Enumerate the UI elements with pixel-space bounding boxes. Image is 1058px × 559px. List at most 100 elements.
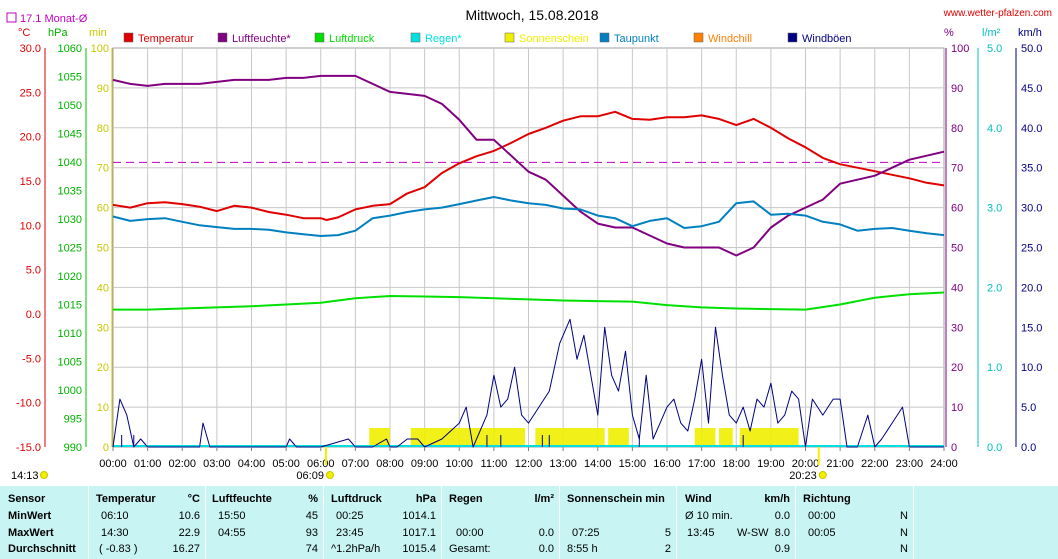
- legend-label: Luftfeuchte*: [232, 33, 291, 45]
- pressure-line: [113, 291, 945, 311]
- pressure-tick-label: 1040: [58, 157, 82, 169]
- humidity-tick-label: 80: [951, 123, 963, 135]
- time-tick-label: 24:00: [930, 458, 958, 470]
- humidity-tick-label: 0: [951, 442, 957, 454]
- stats-header-rain-unit: l/m²: [534, 493, 554, 505]
- pressure-tick-label: 1020: [58, 271, 82, 283]
- unit-temp: °C: [18, 27, 30, 39]
- legend-label: Sonnenschein: [519, 33, 589, 45]
- legend-label: Regen*: [425, 33, 462, 45]
- time-tick-label: 09:00: [411, 458, 439, 470]
- moon-icon: [40, 471, 48, 479]
- minutes-tick-label: 50: [97, 243, 109, 255]
- unit-wind: km/h: [1018, 27, 1042, 39]
- sunset-label: 20:23: [789, 470, 817, 482]
- time-tick-label: 07:00: [342, 458, 370, 470]
- stats-header-temp: Temperatur: [96, 493, 156, 505]
- temp-tick-label: 0.0: [26, 309, 41, 321]
- rain-tick-label: 0.0: [987, 442, 1002, 454]
- wind-tick-label: 30.0: [1021, 203, 1042, 215]
- time-tick-label: 22:00: [861, 458, 889, 470]
- pressure-tick-label: 1010: [58, 328, 82, 340]
- stats-header-pressure-unit: hPa: [415, 493, 436, 505]
- plot-area: [112, 74, 945, 448]
- stats-header-humidity: Luftfeuchte: [212, 493, 272, 505]
- chart-grid: [112, 47, 945, 448]
- website-link[interactable]: www.wetter-pfalzen.com: [943, 8, 1052, 19]
- stats-col-temp: Temperatur °C 06:10 10.6 14:30 22.9 ( -0…: [88, 486, 206, 559]
- pressure-tick-label: 1005: [58, 357, 82, 369]
- pressure-tick-label: 995: [64, 414, 82, 426]
- time-tick-label: 11:00: [481, 458, 508, 470]
- stats-temp-max-time: 14:30: [101, 527, 129, 539]
- time-tick-label: 14:00: [584, 458, 612, 470]
- legend-label: Temperatur: [138, 33, 194, 45]
- stats-temp-max: 22.9: [178, 527, 200, 539]
- time-tick-label: 05:00: [272, 458, 300, 470]
- stats-temp-min-time: 06:10: [101, 510, 129, 522]
- time-tick-label: 23:00: [896, 458, 924, 470]
- temp-tick-label: -15.0: [16, 442, 41, 454]
- wind-tick-label: 20.0: [1021, 282, 1042, 294]
- stats-temp-avg: 16.27: [172, 543, 200, 555]
- humidity-tick-label: 70: [951, 163, 963, 175]
- wind-tick-label: 35.0: [1021, 163, 1042, 175]
- time-tick-label: 19:00: [757, 458, 785, 470]
- stats-dir-max-time: 00:05: [808, 527, 836, 539]
- rain-tick-label: 5.0: [987, 43, 1002, 55]
- stats-temp-trend: ( -0.83 ): [99, 543, 138, 555]
- time-tick-label: 08:00: [376, 458, 404, 470]
- legend-swatch: [504, 32, 515, 43]
- temp-tick-label: 20.0: [20, 132, 41, 144]
- stats-hum-max: 93: [305, 527, 318, 539]
- stats-sun-max-time: 07:25: [572, 527, 600, 539]
- stats-dir-avg: N: [900, 543, 908, 555]
- stats-header-rain: Regen: [449, 493, 483, 505]
- legend-swatch: [787, 32, 798, 43]
- stats-dir-min-time: 00:00: [808, 510, 836, 522]
- chart-legend: Temperatur Luftfeuchte* Luftdruck Regen* Son…: [123, 32, 852, 45]
- time-tick-label: 01:00: [134, 458, 162, 470]
- temp-tick-label: -10.0: [16, 398, 41, 410]
- sunshine-bar: [369, 428, 390, 447]
- time-tick-label: 02:00: [168, 458, 196, 470]
- stats-rain-total-label: Gesamt:: [449, 543, 491, 555]
- temp-tick-label: 5.0: [26, 265, 41, 277]
- minutes-tick-label: 20: [97, 362, 109, 374]
- moonrise-label: 14:13: [11, 470, 39, 482]
- stats-press-max: 1017.1: [402, 527, 436, 539]
- time-tick-label: 20:00: [792, 458, 820, 470]
- rain-tick-label: 1.0: [987, 362, 1002, 374]
- minutes-tick-label: 70: [97, 163, 109, 175]
- time-tick-label: 21:00: [826, 458, 854, 470]
- temp-tick-label: 25.0: [20, 87, 41, 99]
- stats-col-direction: Richtung 00:00 N 00:05 N N: [795, 486, 914, 559]
- time-tick-label: 13:00: [549, 458, 577, 470]
- stats-header-temp-unit: °C: [187, 493, 200, 505]
- stats-sun-max: 5: [664, 527, 671, 539]
- stats-rain-max-time: 00:00: [456, 527, 484, 539]
- stats-col-empty: [913, 486, 1058, 559]
- temp-tick-label: 10.0: [20, 220, 41, 232]
- weather-chart: 30.0 25.0 20.0 15.0 10.0 5.0 0.0 -5.0 -10.0 -15.0…: [6, 7, 1052, 482]
- sunshine-bar: [694, 428, 716, 447]
- time-tick-label: 00:00: [99, 458, 127, 470]
- humidity-tick-label: 10: [951, 402, 963, 414]
- unit-minutes: min: [89, 27, 107, 39]
- stats-dir-min: N: [900, 510, 908, 522]
- time-tick-label: 03:00: [203, 458, 231, 470]
- stats-col-sensor: Sensor MinWert MaxWert Durchschnitt: [0, 486, 88, 559]
- pressure-tick-label: 1015: [58, 300, 82, 312]
- stats-wind-avg: 0.9: [774, 543, 790, 555]
- wind-tick-label: 40.0: [1021, 123, 1042, 135]
- legend-swatch: [217, 32, 228, 43]
- legend-swatch: [314, 32, 325, 43]
- legend-label: Taupunkt: [614, 33, 659, 45]
- pressure-tick-label: 1055: [58, 72, 82, 84]
- legend-label: Windböen: [802, 33, 852, 45]
- stats-row-label: Durchschnitt: [8, 543, 76, 555]
- stats-press-min: 1014.1: [402, 510, 436, 522]
- stats-temp-min: 10.6: [178, 510, 200, 522]
- minutes-tick-label: 10: [97, 402, 109, 414]
- chart-axes: 30.0 25.0 20.0 15.0 10.0 5.0 0.0 -5.0 -10.0 -15.0…: [11, 43, 1042, 482]
